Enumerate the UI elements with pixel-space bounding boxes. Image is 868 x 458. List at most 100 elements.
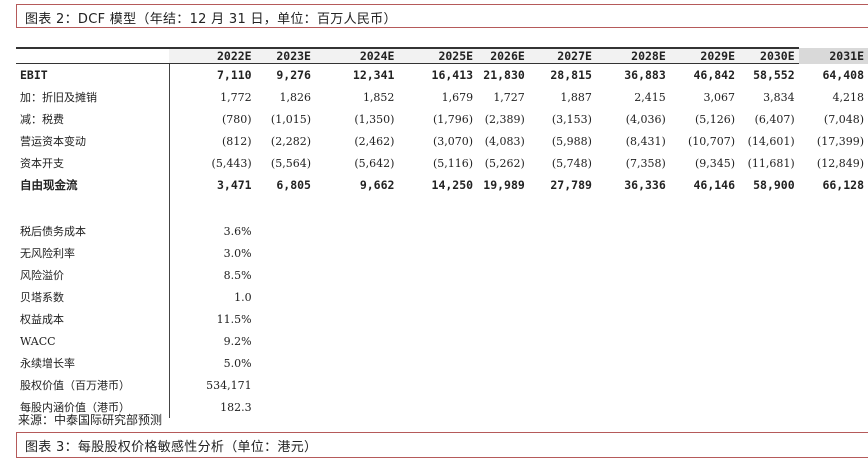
param-label: 永续增长率 [16,352,170,374]
table-row-fcf: 自由现金流 3,471 6,805 9,662 14,250 19,989 27… [16,174,868,196]
year-header: 2027E [528,47,596,64]
cell: (812) [222,134,252,148]
cell: (7,048) [823,112,864,126]
year-header: 2024E [314,47,399,64]
row-label: 加：折旧及摊销 [16,86,170,108]
cell: (3,070) [433,134,474,148]
cell: (5,748) [551,156,592,170]
param-row: 权益成本 11.5% [16,308,868,330]
param-row: 贝塔系数 1.0 [16,286,868,308]
param-value: 3.6% [223,224,252,238]
cell: (3,153) [551,112,592,126]
row-label: EBIT [16,63,170,86]
param-value: 11.5% [216,312,252,326]
param-row: 税后债务成本 3.6% [16,220,868,242]
row-label: 营运资本变动 [16,130,170,152]
param-label: 每股内涵价值（港币） [16,396,170,418]
cell: 4,218 [832,90,865,104]
param-value: 9.2% [223,334,252,348]
cell: (2,282) [270,134,311,148]
spacer-row [16,196,868,220]
cell: 7,110 [216,68,252,82]
year-header-row: 2022E 2023E 2024E 2025E 2026E 2027E 2028… [16,47,868,64]
cell: 9,662 [359,178,395,192]
cell: 19,989 [483,178,525,192]
param-value: 534,171 [206,378,252,392]
param-value: 5.0% [223,356,252,370]
cell: 1,772 [220,90,252,104]
cell: 36,883 [624,68,666,82]
table-row-working-capital: 营运资本变动 (812) (2,282) (2,462) (3,070) (4,… [16,130,868,152]
cell: 1,679 [441,90,474,104]
cell: (6,407) [754,112,795,126]
cell: (5,126) [694,112,736,126]
cell: (5,116) [433,156,474,170]
cell: (10,707) [687,134,736,148]
year-header: 2025E [398,47,478,64]
cell: 1,826 [279,90,311,104]
table-row-ebit: EBIT 7,110 9,276 12,341 16,413 21,830 28… [16,63,868,86]
cell: (1,796) [433,112,474,126]
cell: 21,830 [483,68,525,82]
cell: (7,358) [625,156,666,170]
param-value: 182.3 [220,400,252,414]
cell: (2,462) [354,134,395,148]
param-row: 无风险利率 3.0% [16,242,868,264]
cell: 14,250 [431,178,474,192]
cell: 1,727 [493,90,525,104]
cell: 2,415 [634,90,666,104]
cell: 12,341 [352,68,395,82]
cell: (5,443) [211,156,252,170]
cell: (8,431) [625,134,666,148]
cell: (1,015) [270,112,311,126]
row-label: 资本开支 [16,152,170,174]
param-row: WACC 9.2% [16,330,868,352]
cell: 9,276 [276,68,311,82]
cell: (11,681) [747,156,795,170]
source-note: 来源：中泰国际研究部预测 [18,413,163,427]
param-label: 股权价值（百万港币） [16,374,170,396]
cell: 28,815 [550,68,592,82]
cell: (9,345) [694,156,736,170]
figure-2-title: 图表 2：DCF 模型（年结：12 月 31 日，单位：百万人民币） [25,12,397,27]
cell: 46,146 [693,178,736,192]
param-row: 永续增长率 5.0% [16,352,868,374]
cell: 27,789 [550,178,592,192]
table-row-tax: 减：税费 (780) (1,015) (1,350) (1,796) (2,38… [16,108,868,130]
cell: 46,842 [693,68,736,82]
cell: 66,128 [822,178,864,192]
cell: (2,389) [484,112,525,126]
year-header: 2026E [477,47,529,64]
param-value: 1.0 [234,290,252,304]
table-row-depreciation: 加：折旧及摊销 1,772 1,826 1,852 1,679 1,727 1,… [16,86,868,108]
param-row: 股权价值（百万港币） 534,171 [16,374,868,396]
cell: 1,852 [362,90,395,104]
cell: 3,067 [703,90,736,104]
param-value: 3.0% [223,246,252,260]
cell: (12,849) [816,156,864,170]
year-header: 2029E [669,47,740,64]
year-header: 2031E [798,48,868,64]
param-label: 贝塔系数 [16,286,170,308]
figure-3-title: 图表 3：每股股权价格敏感性分析（单位：港元） [25,440,318,455]
dcf-table: 2022E 2023E 2024E 2025E 2026E 2027E 2028… [16,47,868,418]
cell: (5,564) [270,156,311,170]
cell: (17,399) [816,134,864,148]
cell: (14,601) [747,134,795,148]
cell: 36,336 [624,178,666,192]
param-label: 无风险利率 [16,242,170,264]
cell: 16,413 [431,68,474,82]
year-header: 2028E [595,47,670,64]
cell: 1,887 [560,90,592,104]
cell: 58,552 [753,68,795,82]
param-label: 权益成本 [16,308,170,330]
param-row: 每股内涵价值（港币） 182.3 [16,396,868,418]
param-label: 税后债务成本 [16,220,170,242]
year-header: 2030E [739,47,799,64]
year-header: 2022E [169,47,256,64]
cell: (4,083) [484,134,525,148]
cell: 64,408 [822,67,864,82]
param-row: 风险溢价 8.5% [16,264,868,286]
cell: (780) [222,112,252,126]
cell: 58,900 [753,178,795,192]
